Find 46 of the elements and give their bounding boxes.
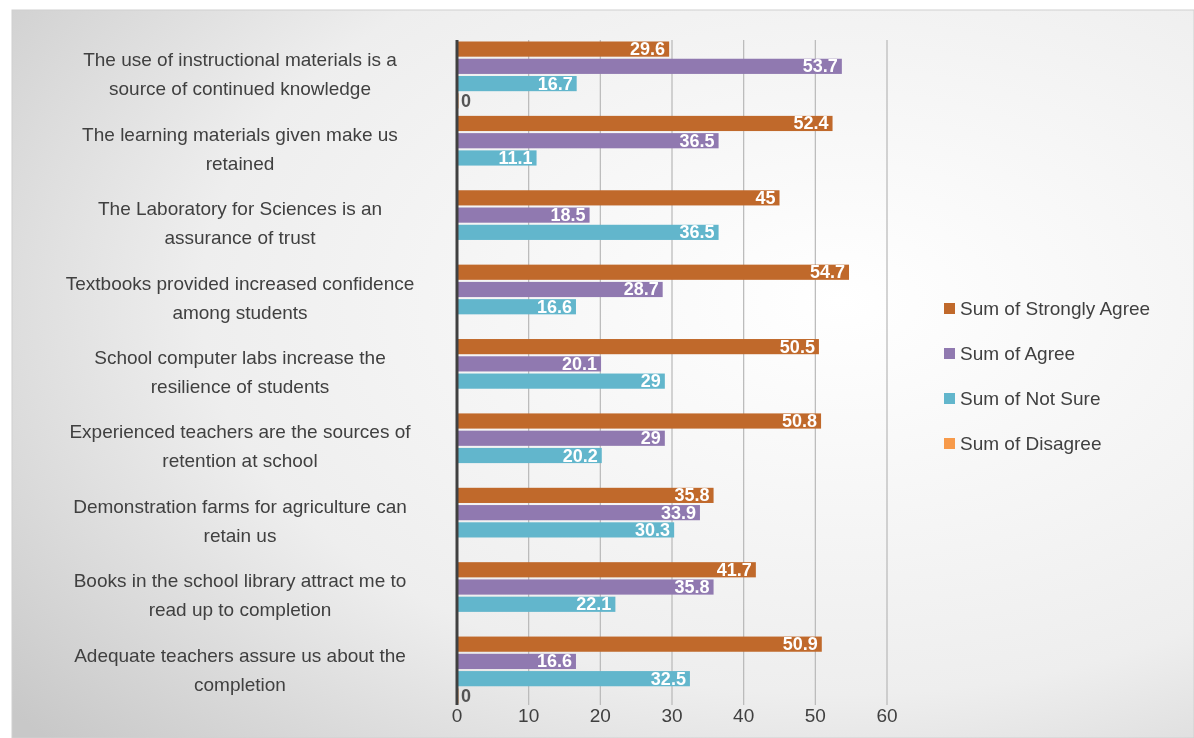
data-label: 16.7 [537,73,573,94]
y-tick-label: Adequate teachers assure us about the completion [74,644,406,695]
x-tick-label: 40 [733,705,755,726]
legend-label: Sum of Not Sure [960,388,1101,409]
data-label: 20.2 [562,445,598,466]
x-tick-label: 50 [804,705,826,726]
data-label: 54.7 [809,262,846,283]
x-tick-label: 30 [661,705,683,726]
data-label: 29.6 [630,39,666,60]
data-label: 36.5 [679,130,715,151]
data-label: 41.7 [716,559,752,580]
x-tick-label: 20 [589,705,611,726]
data-label: 22.1 [576,594,612,615]
data-label: 32.5 [650,668,686,689]
data-label: 29 [640,371,661,392]
legend-label: Sum of Strongly Agree [960,298,1151,319]
data-label: 20.1 [562,353,598,374]
y-tick-label: Experienced teachers are the sources of retention at school [69,421,412,472]
data-label: 16.6 [536,296,572,317]
x-tick-label: 0 [451,705,463,726]
legend-label: Sum of Agree [960,343,1076,364]
data-label: 45 [755,187,776,208]
data-label: 50.9 [782,634,818,655]
data-label: 16.6 [536,651,572,672]
data-label: 53.7 [802,56,838,77]
y-tick-label: Demonstration farms for agriculture can retain us [73,495,407,546]
data-label: 52.4 [793,113,829,134]
data-label: 36.5 [679,222,715,243]
y-tick-label: The use of instructional materials is a source of continued knowledge [83,49,398,100]
data-label: 35.8 [674,577,710,598]
y-tick-label: The Laboratory for Sciences is an assurance of trust [97,198,383,249]
data-label: 0 [461,90,472,111]
data-label: 0 [461,685,472,706]
data-label: 28.7 [623,279,659,300]
data-label: 29 [640,428,661,449]
data-label: 11.1 [498,147,533,168]
y-tick-label: School computer labs increase the resilience of students [94,347,386,397]
legend-label: Sum of Disagree [960,433,1102,454]
y-tick-label: Textbooks provided increased confidence among students [65,272,415,323]
x-tick-label: 10 [518,705,540,726]
x-tick-label: 60 [876,705,898,726]
y-tick-label: Books in the school library attract me to read up to completion [73,570,407,621]
data-label: 50.5 [779,336,815,357]
y-tick-label: The learning materials given make us retained [82,123,398,174]
data-label: 50.8 [782,411,818,431]
data-label: 18.5 [550,205,586,226]
